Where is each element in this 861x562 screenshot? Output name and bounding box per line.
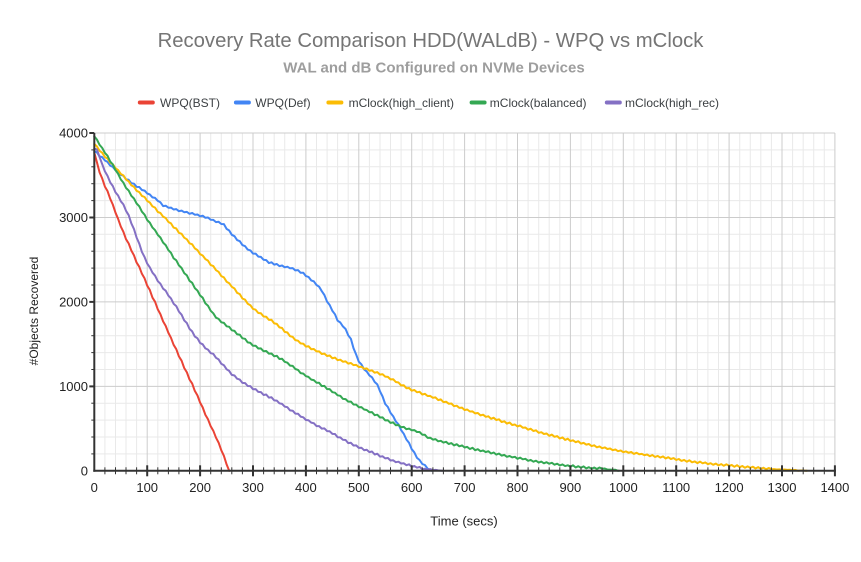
svg-text:400: 400 [295, 480, 317, 495]
svg-text:mClock(balanced): mClock(balanced) [490, 96, 587, 110]
svg-text:mClock(high_client): mClock(high_client) [349, 96, 454, 110]
svg-text:2000: 2000 [59, 294, 88, 309]
svg-text:1300: 1300 [768, 480, 797, 495]
svg-text:WPQ(BST): WPQ(BST) [160, 96, 220, 110]
svg-text:WPQ(Def): WPQ(Def) [255, 96, 310, 110]
svg-text:4000: 4000 [59, 126, 88, 141]
svg-text:mClock(high_rec): mClock(high_rec) [625, 96, 719, 110]
svg-text:300: 300 [242, 480, 264, 495]
svg-text:#Objects Recovered: #Objects Recovered [27, 257, 41, 366]
svg-text:1000: 1000 [59, 379, 88, 394]
svg-text:1200: 1200 [715, 480, 744, 495]
svg-text:700: 700 [454, 480, 476, 495]
svg-text:1400: 1400 [820, 480, 849, 495]
svg-text:3000: 3000 [59, 210, 88, 225]
svg-text:500: 500 [348, 480, 370, 495]
svg-text:WAL and dB Configured on NVMe: WAL and dB Configured on NVMe Devices [283, 60, 584, 77]
svg-text:1000: 1000 [609, 480, 638, 495]
svg-text:100: 100 [136, 480, 158, 495]
svg-text:200: 200 [189, 480, 211, 495]
svg-text:0: 0 [81, 463, 88, 478]
svg-text:800: 800 [507, 480, 529, 495]
svg-text:0: 0 [91, 480, 98, 495]
svg-text:900: 900 [560, 480, 582, 495]
svg-text:1100: 1100 [662, 480, 690, 495]
svg-text:600: 600 [401, 480, 423, 495]
svg-text:Recovery Rate Comparison HDD(W: Recovery Rate Comparison HDD(WALdB) - WP… [158, 30, 705, 52]
svg-text:Time (secs): Time (secs) [430, 514, 497, 529]
